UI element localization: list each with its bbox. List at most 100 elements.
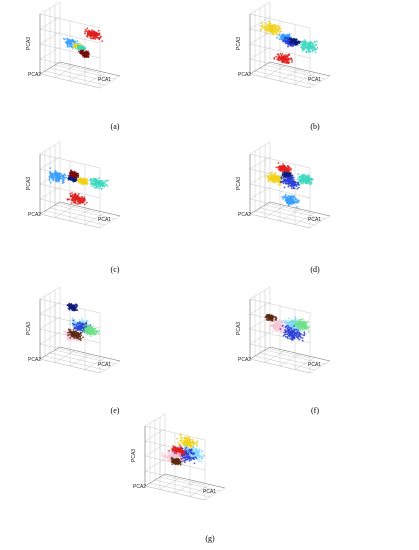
grid-line: [39, 156, 61, 170]
point: [285, 57, 288, 60]
point: [79, 327, 81, 329]
point: [76, 325, 79, 328]
point: [85, 53, 88, 56]
point: [82, 325, 85, 328]
point: [273, 177, 275, 180]
point: [307, 331, 310, 333]
point: [290, 177, 293, 180]
point: [90, 182, 93, 184]
grid-line: [99, 360, 121, 374]
point: [290, 323, 292, 326]
point: [310, 45, 313, 47]
point: [288, 58, 290, 61]
point: [267, 24, 269, 26]
point: [304, 44, 306, 47]
point: [82, 201, 85, 204]
point: [294, 319, 296, 321]
point: [278, 57, 280, 60]
point: [75, 323, 78, 326]
point: [73, 179, 76, 182]
point: [72, 333, 75, 335]
point: [298, 186, 300, 189]
grid-line: [39, 286, 61, 300]
point: [291, 61, 293, 63]
point: [69, 39, 71, 42]
point: [77, 178, 79, 180]
grid-line: [309, 360, 331, 374]
point: [287, 168, 289, 171]
point: [71, 195, 73, 197]
point: [288, 166, 291, 169]
point: [289, 173, 291, 176]
point: [286, 60, 289, 63]
point: [313, 46, 316, 49]
point: [269, 22, 271, 25]
point: [280, 55, 283, 57]
point: [274, 328, 277, 331]
point: [296, 326, 299, 328]
grid-line: [249, 153, 311, 169]
point: [58, 176, 61, 179]
point: [276, 179, 279, 182]
cluster-green: [290, 318, 310, 333]
axes-box: [39, 141, 121, 229]
point: [62, 181, 64, 183]
axis-line-pca2: [249, 61, 271, 75]
point: [270, 24, 272, 27]
point: [310, 179, 313, 181]
point: [86, 319, 89, 322]
point: [296, 199, 299, 201]
point: [88, 29, 91, 32]
grid-line: [264, 349, 326, 365]
point: [48, 176, 51, 178]
point: [304, 178, 307, 180]
point: [76, 328, 79, 331]
point: [72, 328, 75, 331]
xlabel: PCA1: [308, 362, 321, 368]
point: [85, 52, 88, 54]
point: [54, 174, 57, 177]
point: [271, 324, 273, 327]
point: [71, 192, 73, 194]
point: [64, 174, 67, 176]
point: [314, 51, 317, 54]
point: [302, 42, 305, 45]
point: [96, 32, 99, 35]
axis-line-pca1: [269, 61, 331, 77]
point: [82, 320, 85, 323]
point: [77, 200, 79, 203]
point: [65, 176, 68, 179]
point: [78, 322, 80, 325]
point: [307, 328, 309, 331]
point: [64, 38, 66, 41]
point: [59, 175, 62, 178]
point: [54, 169, 57, 172]
point: [282, 174, 284, 177]
grid-line: [249, 328, 311, 344]
point: [82, 323, 85, 325]
point: [85, 321, 88, 324]
grid-line: [249, 298, 311, 314]
point: [294, 198, 297, 201]
point: [69, 194, 72, 197]
point: [56, 174, 59, 177]
point: [80, 199, 83, 201]
point: [273, 56, 276, 59]
point: [67, 307, 70, 310]
point: [80, 337, 82, 340]
axes-box: [39, 1, 121, 89]
point: [269, 318, 272, 321]
point: [284, 319, 287, 322]
point: [297, 173, 300, 175]
point: [84, 32, 86, 35]
point: [281, 38, 284, 41]
point: [265, 316, 268, 319]
point: [85, 180, 88, 183]
point: [62, 179, 65, 182]
point: [75, 197, 77, 200]
point: [271, 330, 274, 333]
point: [272, 315, 275, 318]
grid-line: [54, 349, 116, 365]
point: [274, 320, 277, 323]
point: [68, 45, 71, 48]
